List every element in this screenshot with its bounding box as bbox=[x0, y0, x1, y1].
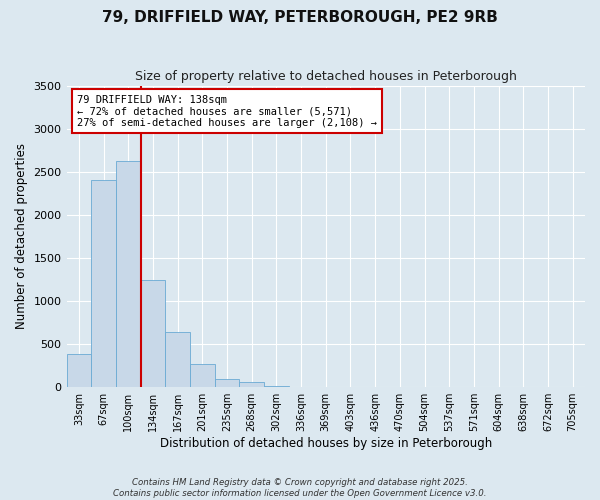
X-axis label: Distribution of detached houses by size in Peterborough: Distribution of detached houses by size … bbox=[160, 437, 492, 450]
Bar bbox=[264, 386, 289, 387]
Bar bbox=[239, 382, 264, 387]
Bar bbox=[165, 332, 190, 387]
Text: 79 DRIFFIELD WAY: 138sqm
← 72% of detached houses are smaller (5,571)
27% of sem: 79 DRIFFIELD WAY: 138sqm ← 72% of detach… bbox=[77, 94, 377, 128]
Text: 79, DRIFFIELD WAY, PETERBOROUGH, PE2 9RB: 79, DRIFFIELD WAY, PETERBOROUGH, PE2 9RB bbox=[102, 10, 498, 25]
Text: Contains HM Land Registry data © Crown copyright and database right 2025.
Contai: Contains HM Land Registry data © Crown c… bbox=[113, 478, 487, 498]
Bar bbox=[116, 162, 140, 387]
Y-axis label: Number of detached properties: Number of detached properties bbox=[15, 144, 28, 330]
Bar bbox=[215, 378, 239, 387]
Bar bbox=[140, 280, 165, 387]
Bar bbox=[67, 354, 91, 387]
Bar bbox=[190, 364, 215, 387]
Bar bbox=[91, 180, 116, 387]
Title: Size of property relative to detached houses in Peterborough: Size of property relative to detached ho… bbox=[135, 70, 517, 83]
